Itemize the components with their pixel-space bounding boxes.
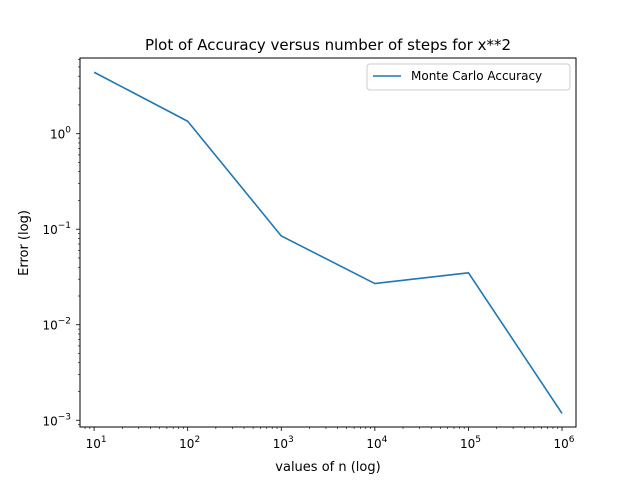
x-tick-label-4: 104 (366, 435, 387, 451)
y-axis-label: Error (log) (17, 210, 32, 276)
x-axis-label: values of n (log) (275, 460, 380, 475)
y-tick-label-−2: 10−2 (42, 317, 71, 333)
series-group (93, 71, 563, 414)
x-tick-label-1: 101 (86, 435, 107, 451)
x-tick-label-6: 106 (554, 435, 575, 451)
legend-box (366, 63, 571, 91)
plot-frame (79, 57, 577, 428)
series-line-0 (93, 71, 563, 414)
x-tick-label-5: 105 (460, 435, 481, 451)
legend-label: Monte Carlo Accuracy (411, 69, 542, 83)
y-tick-label-−3: 10−3 (42, 412, 71, 428)
chart-title: Plot of Accuracy versus number of steps … (145, 36, 511, 54)
x-tick-label-3: 103 (273, 435, 294, 451)
ticks-group: 101 102 103 104 105 106 100 10−1 10−2 10−3 (42, 59, 575, 451)
x-tick-label-2: 102 (179, 435, 200, 451)
legend: Monte Carlo Accuracy (366, 63, 571, 91)
y-tick-label-0: 100 (50, 126, 71, 142)
y-tick-label-−1: 10−1 (42, 221, 71, 237)
